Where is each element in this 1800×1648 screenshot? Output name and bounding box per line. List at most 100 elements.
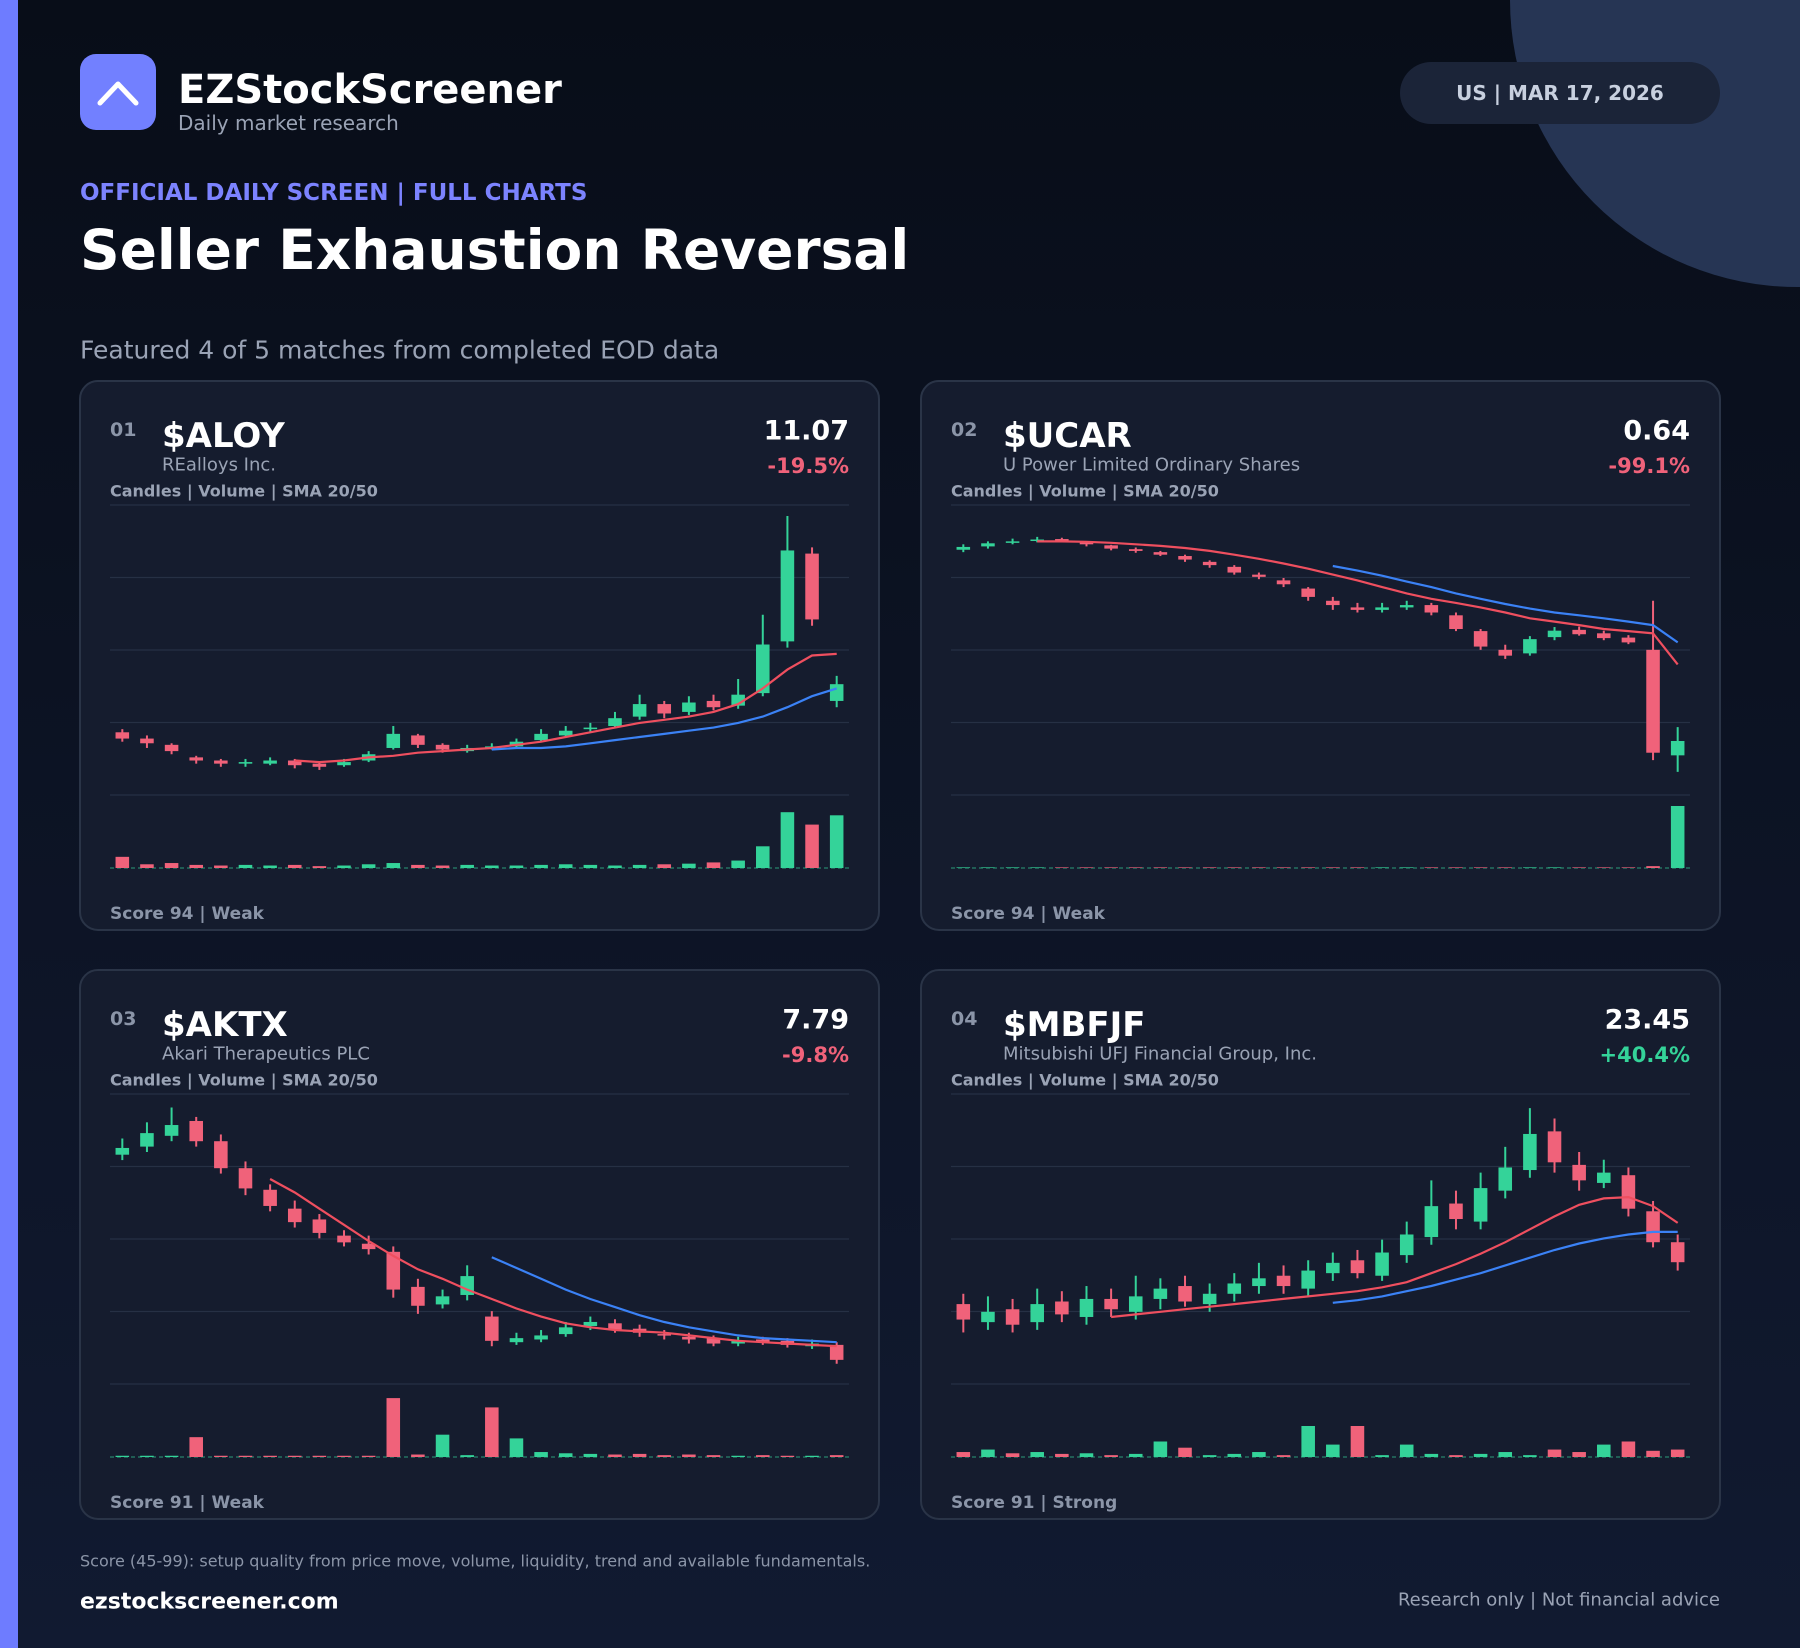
candle-body: [1202, 561, 1217, 566]
volume-bar: [981, 1449, 995, 1457]
candle-body: [1424, 1206, 1439, 1238]
volume-bar: [1005, 867, 1020, 868]
volume-bar: [1399, 867, 1414, 868]
candle-body: [1202, 1293, 1217, 1305]
volume-bar: [1326, 867, 1340, 868]
volume-bar: [1276, 867, 1291, 868]
rank: 02: [951, 419, 977, 441]
candle-body: [756, 644, 770, 694]
volume-bar: [608, 1454, 622, 1457]
candle-body: [1449, 615, 1463, 630]
volume-bar: [115, 1455, 130, 1457]
candle-body: [1079, 1298, 1094, 1317]
volume-bar: [1276, 1455, 1291, 1457]
volume-bar: [657, 1455, 672, 1457]
score: Score 91 | Strong: [951, 1493, 1117, 1513]
candle-body: [1547, 630, 1562, 638]
candle-body: [1104, 1298, 1118, 1310]
volume-bar: [1079, 1453, 1094, 1457]
volume-bar: [485, 1407, 499, 1457]
volume-bar: [1498, 867, 1513, 868]
sma20-line: [1110, 1195, 1679, 1319]
volume-bar: [1523, 867, 1537, 868]
volume-bar: [214, 865, 228, 868]
volume-bar: [1597, 867, 1611, 868]
volume-bar: [829, 815, 844, 868]
candle-body: [534, 733, 548, 741]
candle-body: [140, 1133, 154, 1147]
sma20-line: [269, 1178, 837, 1348]
candle-body: [386, 1251, 401, 1290]
candle-body: [164, 744, 179, 752]
candle-body: [956, 1304, 971, 1320]
candle-body: [435, 744, 450, 750]
volume-bar: [140, 864, 154, 868]
volume-bar: [1621, 867, 1636, 868]
candle-body: [164, 1125, 179, 1136]
volume-bar: [608, 865, 622, 868]
date-badge: US | MAR 17, 2026: [1456, 81, 1664, 105]
volume-bar: [1375, 1455, 1389, 1457]
volume-bar: [460, 864, 474, 868]
candle-body: [608, 1323, 622, 1331]
volume-bar: [657, 864, 672, 868]
volume-bar: [1646, 866, 1660, 868]
ticker: $AKTX: [162, 1005, 288, 1045]
volume-bar: [1005, 1453, 1020, 1457]
volume-bar: [1153, 1441, 1168, 1457]
candle-body: [558, 1327, 573, 1335]
candle-body: [386, 733, 401, 748]
candle-body: [214, 760, 228, 764]
candle-body: [435, 1296, 450, 1305]
volume-bar: [1202, 1455, 1217, 1457]
card-bg: [79, 969, 880, 1520]
candle-body: [1227, 1283, 1242, 1294]
volume-bar: [682, 863, 696, 868]
candle-body: [829, 684, 844, 701]
volume-bar: [435, 1434, 450, 1457]
volume-bar: [411, 1454, 425, 1457]
volume-bar: [805, 1455, 819, 1457]
candle-body: [115, 1147, 130, 1155]
volume-bar: [115, 856, 130, 868]
volume-bar: [1646, 1450, 1660, 1457]
candle-body: [214, 1141, 228, 1169]
candle-body: [1597, 633, 1611, 639]
candle-body: [1597, 1172, 1611, 1183]
candle-body: [1375, 1252, 1389, 1276]
accent-bar: [0, 0, 18, 1648]
candle-body: [608, 718, 622, 727]
brand-tagline: Daily market research: [178, 111, 399, 135]
volume-bar: [361, 1455, 376, 1457]
candle-body: [706, 1338, 721, 1344]
candle-body: [1153, 552, 1168, 555]
candle-body: [1276, 1275, 1291, 1287]
candle-body: [263, 1189, 277, 1206]
ticker: $UCAR: [1003, 416, 1132, 456]
volume-bar: [534, 1452, 548, 1457]
volume-bar: [263, 865, 277, 868]
volume-bar: [1301, 1426, 1315, 1457]
candle-body: [1523, 639, 1537, 654]
candle-body: [1646, 649, 1660, 753]
volume-bar: [1375, 867, 1389, 868]
volume-bar: [312, 866, 327, 868]
chart-legend: Candles | Volume | SMA 20/50: [951, 482, 1219, 502]
volume-bar: [558, 1453, 573, 1457]
candle-body: [583, 727, 598, 730]
volume-bar: [1055, 1453, 1069, 1457]
candle-body: [361, 1243, 376, 1250]
volume-bar: [756, 1455, 770, 1457]
candle-body: [140, 738, 154, 744]
volume-bar: [509, 865, 524, 868]
candle-body: [287, 1208, 302, 1223]
volume-bar: [1178, 867, 1192, 868]
candle-body: [1498, 1167, 1513, 1191]
volume-bar: [1547, 1449, 1562, 1457]
change: -9.8%: [782, 1043, 849, 1067]
candle-body: [805, 553, 819, 620]
candle-body: [337, 762, 351, 766]
candle-body: [485, 1316, 499, 1341]
volume-bar: [1424, 1453, 1439, 1457]
volume-bar: [1597, 1444, 1611, 1457]
